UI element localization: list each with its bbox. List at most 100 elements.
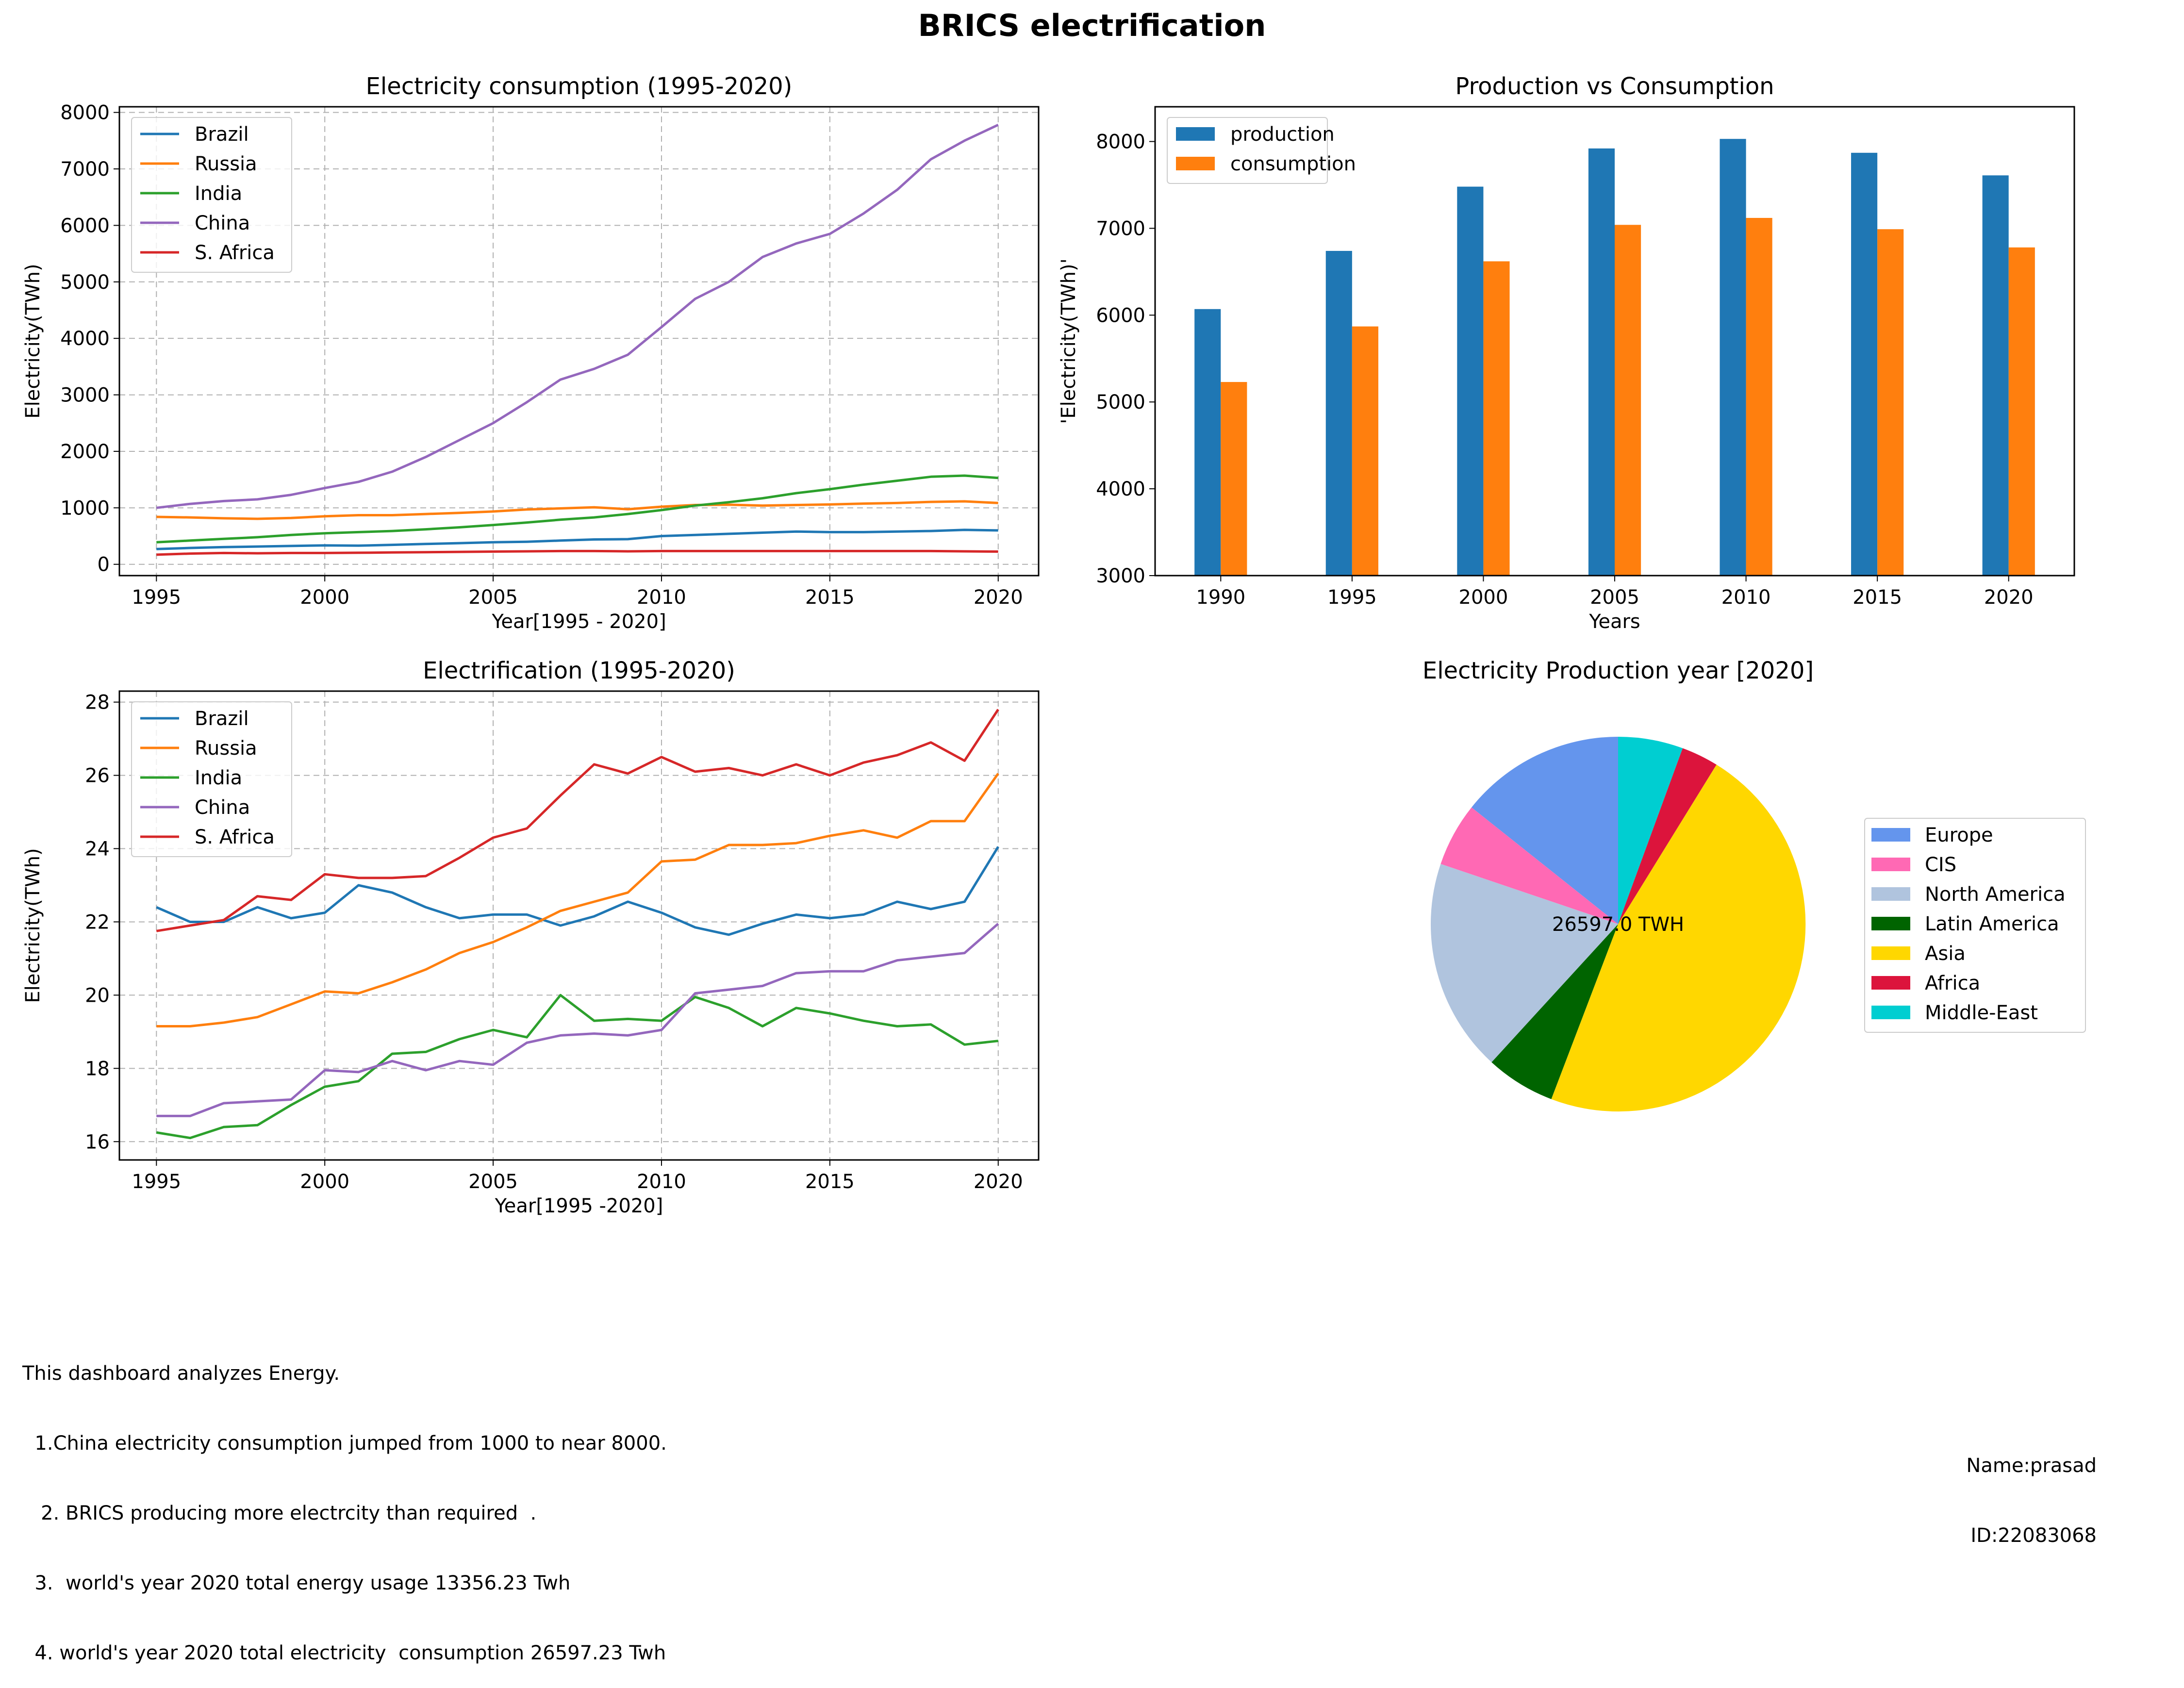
note-line: 4. world's year 2020 total electricity c… <box>22 1642 666 1664</box>
bar <box>1325 250 1352 576</box>
dashboard-figure: BRICS electrification 1995 2000 2005 2010 20… <box>22 8 2086 1217</box>
y-tick-label: 2000 <box>60 441 110 463</box>
author-name: Name:prasad <box>1966 1455 2097 1477</box>
series-line <box>156 123 999 509</box>
x-tick-label: 2020 <box>974 586 1023 609</box>
x-tick-label: 2000 <box>1459 586 1508 609</box>
bar <box>1746 217 1772 576</box>
legend-label: S. Africa <box>195 242 275 264</box>
pie-slice <box>1440 807 1618 924</box>
y-tick-label: 18 <box>85 1058 110 1080</box>
legend-label: Russia <box>195 153 257 175</box>
chart-title: Electricity Production year [2020] <box>1423 657 1814 684</box>
y-tick-label: 0 <box>98 554 110 576</box>
y-tick-label: 6000 <box>60 215 110 237</box>
pie-slice <box>1551 764 1806 1112</box>
x-tick-label: 2005 <box>468 1171 518 1193</box>
pie-slice <box>1618 737 1683 924</box>
x-tick-label: 2010 <box>637 1171 686 1193</box>
author-id: ID:22083068 <box>1970 1524 2097 1547</box>
x-axis-label: Years <box>1588 611 1640 633</box>
legend-label: China <box>195 212 250 234</box>
y-tick-label: 7000 <box>60 158 110 181</box>
legend-label: China <box>195 796 250 819</box>
legend-label: Latin America <box>1925 913 2059 935</box>
legend-label: Brazil <box>195 123 249 146</box>
series-line <box>156 773 999 1027</box>
axes-frame <box>1154 106 2075 577</box>
axes-frame <box>118 106 1040 577</box>
legend-label: Middle-East <box>1925 1002 2038 1024</box>
production-vs-consumption-bar-chart: 1990 1995 2000 2005 2010 2015 2020 3000 4000 5000… <box>1058 73 2075 633</box>
legend-label: consumption <box>1230 153 1356 175</box>
x-tick-label: 1995 <box>132 1171 181 1193</box>
y-tick-label: 4000 <box>1096 478 1145 500</box>
legend-color-swatch <box>1871 858 1910 871</box>
bar <box>1982 175 2009 576</box>
pie-center-label: 26597.0 TWH <box>1552 913 1684 936</box>
legend-color-swatch <box>1176 127 1215 141</box>
chart-title: Production vs Consumption <box>1455 73 1774 100</box>
chart-title: Electrification (1995-2020) <box>423 657 735 684</box>
legend-color-swatch <box>1871 828 1910 842</box>
bar <box>1221 382 1247 576</box>
consumption-line-chart: 1995 2000 2005 2010 2015 2020 0 1000 2000 3000 400… <box>22 73 1040 633</box>
notes-block: This dashboard analyzes Energy. 1.China … <box>22 1315 667 1688</box>
series-line <box>156 529 998 550</box>
author-block: Name:prasad ID:22083068 <box>1966 1407 2097 1571</box>
legend-label: North America <box>1925 883 2066 906</box>
electrification-line-chart: 1995 2000 2005 2010 2015 2020 16 18 20 22 24 26 28 Br… <box>22 657 1040 1217</box>
x-axis-label: Year[1995 -2020] <box>495 1195 663 1217</box>
legend-box <box>131 701 292 857</box>
note-line: 1.China electricity consumption jumped f… <box>22 1432 667 1455</box>
legend-label: India <box>195 767 242 789</box>
y-tick-label: 3000 <box>1096 565 1145 587</box>
bar <box>1877 229 1904 576</box>
y-tick-label: 20 <box>85 984 110 1007</box>
y-tick-label: 6000 <box>1096 304 1145 327</box>
y-tick-label: 16 <box>85 1131 110 1153</box>
bar <box>1457 186 1484 576</box>
legend-color-swatch <box>1176 157 1215 170</box>
x-tick-label: 2015 <box>805 586 855 609</box>
y-tick-label: 5000 <box>1096 391 1145 414</box>
y-tick-label: 8000 <box>60 102 110 124</box>
y-tick-label: 3000 <box>60 384 110 407</box>
y-tick-label: 4000 <box>60 328 110 350</box>
series-line <box>156 923 999 1117</box>
legend-label: production <box>1230 123 1335 146</box>
pie-slice <box>1430 864 1618 1062</box>
bar <box>1851 152 1878 576</box>
bar <box>1352 326 1378 576</box>
x-tick-label: 2015 <box>805 1171 855 1193</box>
pie-slice <box>1472 737 1618 924</box>
legend-color-swatch <box>1871 946 1910 960</box>
legend-label: Russia <box>195 737 257 760</box>
x-tick-label: 1995 <box>1327 586 1377 609</box>
axes-frame <box>118 690 1040 1161</box>
x-tick-label: 2005 <box>468 586 518 609</box>
legend-color-swatch <box>1871 887 1910 901</box>
bar <box>1194 309 1221 576</box>
x-tick-label: 2000 <box>300 586 349 609</box>
bar <box>1588 148 1615 576</box>
x-tick-label: 2005 <box>1590 586 1639 609</box>
series-line <box>156 993 998 1140</box>
series-line <box>156 474 998 544</box>
y-tick-label: 26 <box>85 765 110 787</box>
figure-title: BRICS electrification <box>918 8 1266 43</box>
y-tick-label: 1000 <box>60 497 110 519</box>
legend-label: India <box>195 182 242 205</box>
pie-slice <box>1618 748 1717 924</box>
series-line <box>156 500 998 520</box>
bar <box>1483 261 1510 576</box>
note-line: 2. BRICS producing more electrcity than … <box>22 1502 537 1524</box>
y-axis-label: Electricity(TWh) <box>22 848 44 1003</box>
x-tick-label: 1990 <box>1196 586 1245 609</box>
y-tick-label: 7000 <box>1096 217 1145 240</box>
y-tick-label: 24 <box>85 838 110 861</box>
x-tick-label: 2020 <box>974 1171 1023 1193</box>
note-line: 3. world's year 2020 total energy usage … <box>22 1572 571 1594</box>
x-tick-label: 2020 <box>1984 586 2034 609</box>
legend-box <box>1864 818 2086 1033</box>
